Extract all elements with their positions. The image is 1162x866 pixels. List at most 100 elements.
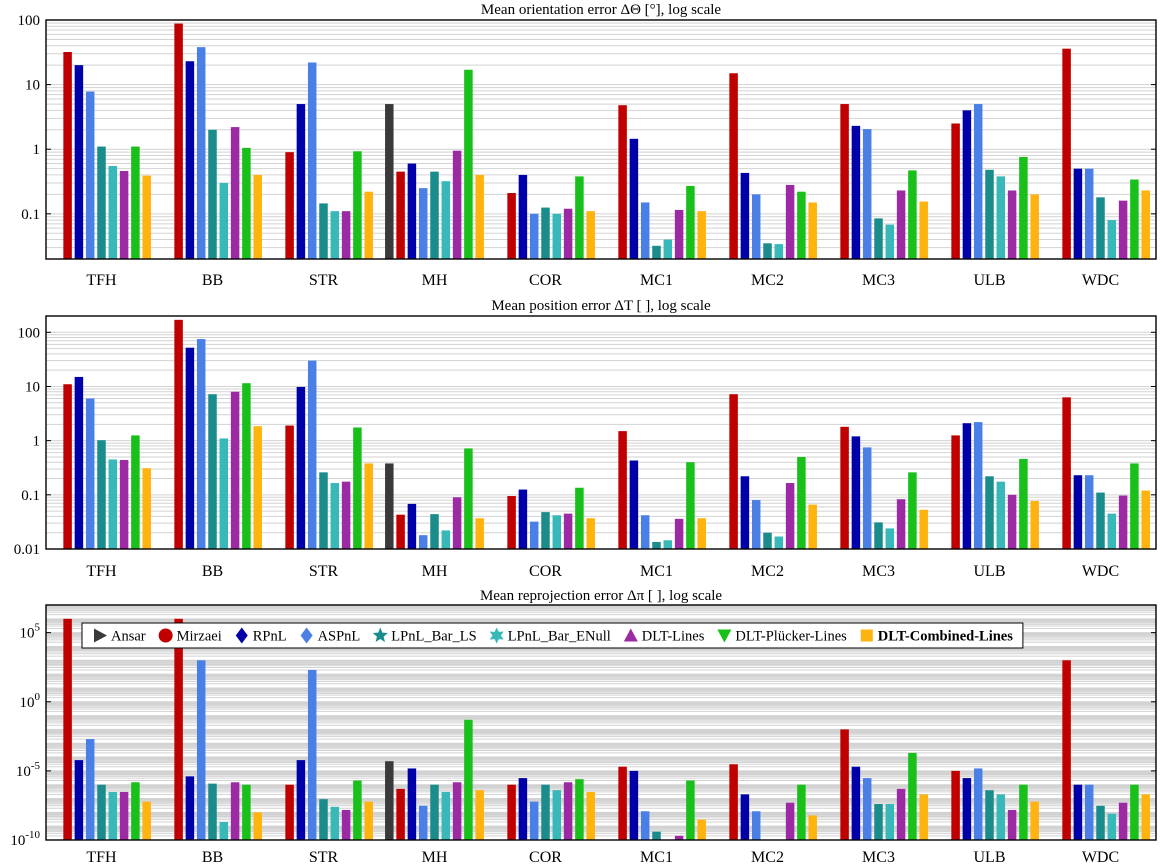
bar-dlt-lines-tfh [119, 791, 129, 840]
bar-rpnl-str [296, 104, 306, 260]
bar-mirzaei-cor [507, 193, 516, 259]
bar-rpnl-wdc [1073, 168, 1083, 259]
panel-1: Mean orientation error ΔΘ [°], log scale… [18, 2, 1157, 289]
bar-lpnl-bar-ls-mc1 [652, 541, 661, 549]
chart-title: Mean position error ΔT [ ], log scale [491, 298, 711, 314]
bar-dlt-combined-lines-wdc [1141, 794, 1150, 840]
bar-rpnl-mh [407, 503, 417, 549]
bar-lpnl-bar-ls-mc3 [874, 804, 883, 840]
y-tick-label: 10-10 [10, 829, 40, 849]
bar-lpnl-bar-enull-wdc [1107, 813, 1117, 840]
bar-mirzaei-wdc [1062, 48, 1071, 259]
bar-dlt-combined-lines-str [364, 801, 373, 840]
bar-rpnl-mc1 [629, 460, 639, 549]
bar-dlt-lines-cor [563, 513, 573, 549]
x-tick-label: ULB [974, 563, 1006, 580]
bar-dlt-lines-ulb [1007, 809, 1017, 840]
bar-dlt-combined-lines-str [364, 191, 373, 259]
bar-dlt-pl-cker-lines-wdc [1130, 179, 1139, 259]
legend-label: LPnL_Bar_ENull [508, 629, 611, 645]
bar-dlt-pl-cker-lines-mc1 [686, 780, 695, 840]
bar-lpnl-bar-enull-mh [441, 181, 451, 259]
bar-rpnl-bb [185, 776, 195, 840]
bar-dlt-lines-ulb [1007, 494, 1017, 549]
bar-aspnl-mc2 [751, 500, 761, 549]
x-tick-label: WDC [1082, 563, 1119, 580]
bar-dlt-combined-lines-mc1 [697, 819, 706, 840]
bar-aspnl-mc1 [640, 515, 650, 549]
bar-mirzaei-mc3 [840, 729, 849, 840]
bar-aspnl-ulb [973, 768, 983, 840]
bar-lpnl-bar-enull-mc3 [885, 224, 895, 259]
bar-rpnl-str [296, 386, 306, 549]
bar-rpnl-mc3 [851, 766, 861, 840]
bar-dlt-lines-mh [452, 497, 462, 549]
bar-dlt-pl-cker-lines-bb [242, 784, 251, 840]
bar-rpnl-mc1 [629, 770, 639, 840]
bar-rpnl-mc3 [851, 436, 861, 549]
y-tick-label: 1 [33, 142, 41, 158]
bar-dlt-combined-lines-mh [475, 174, 484, 259]
legend-marker [623, 628, 638, 642]
bar-dlt-combined-lines-mc3 [919, 509, 928, 549]
x-tick-label: COR [529, 272, 562, 289]
bar-lpnl-bar-enull-cor [552, 790, 562, 840]
bar-rpnl-tfh [74, 760, 84, 840]
bar-dlt-combined-lines-cor [586, 211, 595, 259]
bar-aspnl-mc2 [751, 194, 761, 259]
bar-dlt-lines-str [341, 481, 351, 549]
bar-mirzaei-str [285, 152, 294, 259]
axes-frame [45, 604, 1157, 841]
axes-frame [45, 315, 1157, 550]
bar-dlt-lines-tfh [119, 459, 129, 549]
x-tick-label: TFH [86, 563, 117, 580]
bar-dlt-pl-cker-lines-mh [464, 719, 473, 840]
bar-rpnl-mc3 [851, 125, 861, 259]
bar-mirzaei-mc2 [729, 764, 738, 840]
bar-mirzaei-mc3 [840, 426, 849, 549]
bar-dlt-lines-wdc [1118, 802, 1128, 840]
x-tick-label: MH [422, 849, 448, 866]
bar-lpnl-bar-ls-cor [541, 784, 550, 840]
bar-lpnl-bar-ls-tfh [97, 784, 106, 840]
legend-marker [489, 627, 504, 644]
y-tick-label: 10-5 [16, 760, 41, 780]
bar-dlt-combined-lines-mc2 [808, 202, 817, 259]
legend-label: DLT-Plücker-Lines [735, 629, 847, 645]
bar-dlt-pl-cker-lines-mc3 [908, 472, 917, 549]
bar-aspnl-str [307, 669, 317, 840]
x-tick-label: STR [309, 563, 339, 580]
bar-dlt-pl-cker-lines-cor [575, 487, 584, 549]
bar-dlt-pl-cker-lines-ulb [1019, 156, 1028, 259]
bar-aspnl-ulb [973, 422, 983, 549]
legend-marker [94, 628, 107, 643]
x-tick-label: TFH [86, 272, 117, 289]
bar-dlt-lines-wdc [1118, 200, 1128, 259]
bar-lpnl-bar-ls-cor [541, 207, 550, 259]
y-tick-label: 105 [20, 622, 41, 642]
bar-mirzaei-tfh [63, 51, 72, 259]
bar-lpnl-bar-enull-mc2 [774, 536, 784, 549]
bar-rpnl-mh [407, 163, 417, 259]
bar-dlt-combined-lines-cor [586, 518, 595, 549]
bar-mirzaei-cor [507, 496, 516, 549]
bar-lpnl-bar-ls-tfh [97, 146, 106, 259]
bar-lpnl-bar-enull-tfh [108, 791, 118, 840]
bar-dlt-combined-lines-mc1 [697, 211, 706, 259]
bar-lpnl-bar-ls-mc1 [652, 831, 661, 840]
bar-mirzaei-str [285, 425, 294, 549]
x-tick-label: MC2 [751, 563, 784, 580]
bar-lpnl-bar-enull-cor [552, 213, 562, 259]
bar-lpnl-bar-enull-mh [441, 530, 451, 549]
bar-dlt-lines-mc3 [896, 499, 906, 549]
bar-lpnl-bar-ls-mc2 [763, 243, 772, 259]
bar-dlt-lines-mc1 [674, 835, 684, 840]
bar-aspnl-str [307, 360, 317, 549]
bar-dlt-lines-mc3 [896, 190, 906, 259]
bar-lpnl-bar-enull-str [330, 211, 340, 259]
bar-lpnl-bar-enull-ulb [996, 794, 1006, 840]
bar-dlt-lines-str [341, 809, 351, 840]
bar-lpnl-bar-enull-wdc [1107, 220, 1117, 259]
bar-aspnl-ulb [973, 104, 983, 260]
bar-mirzaei-mc1 [618, 105, 627, 259]
